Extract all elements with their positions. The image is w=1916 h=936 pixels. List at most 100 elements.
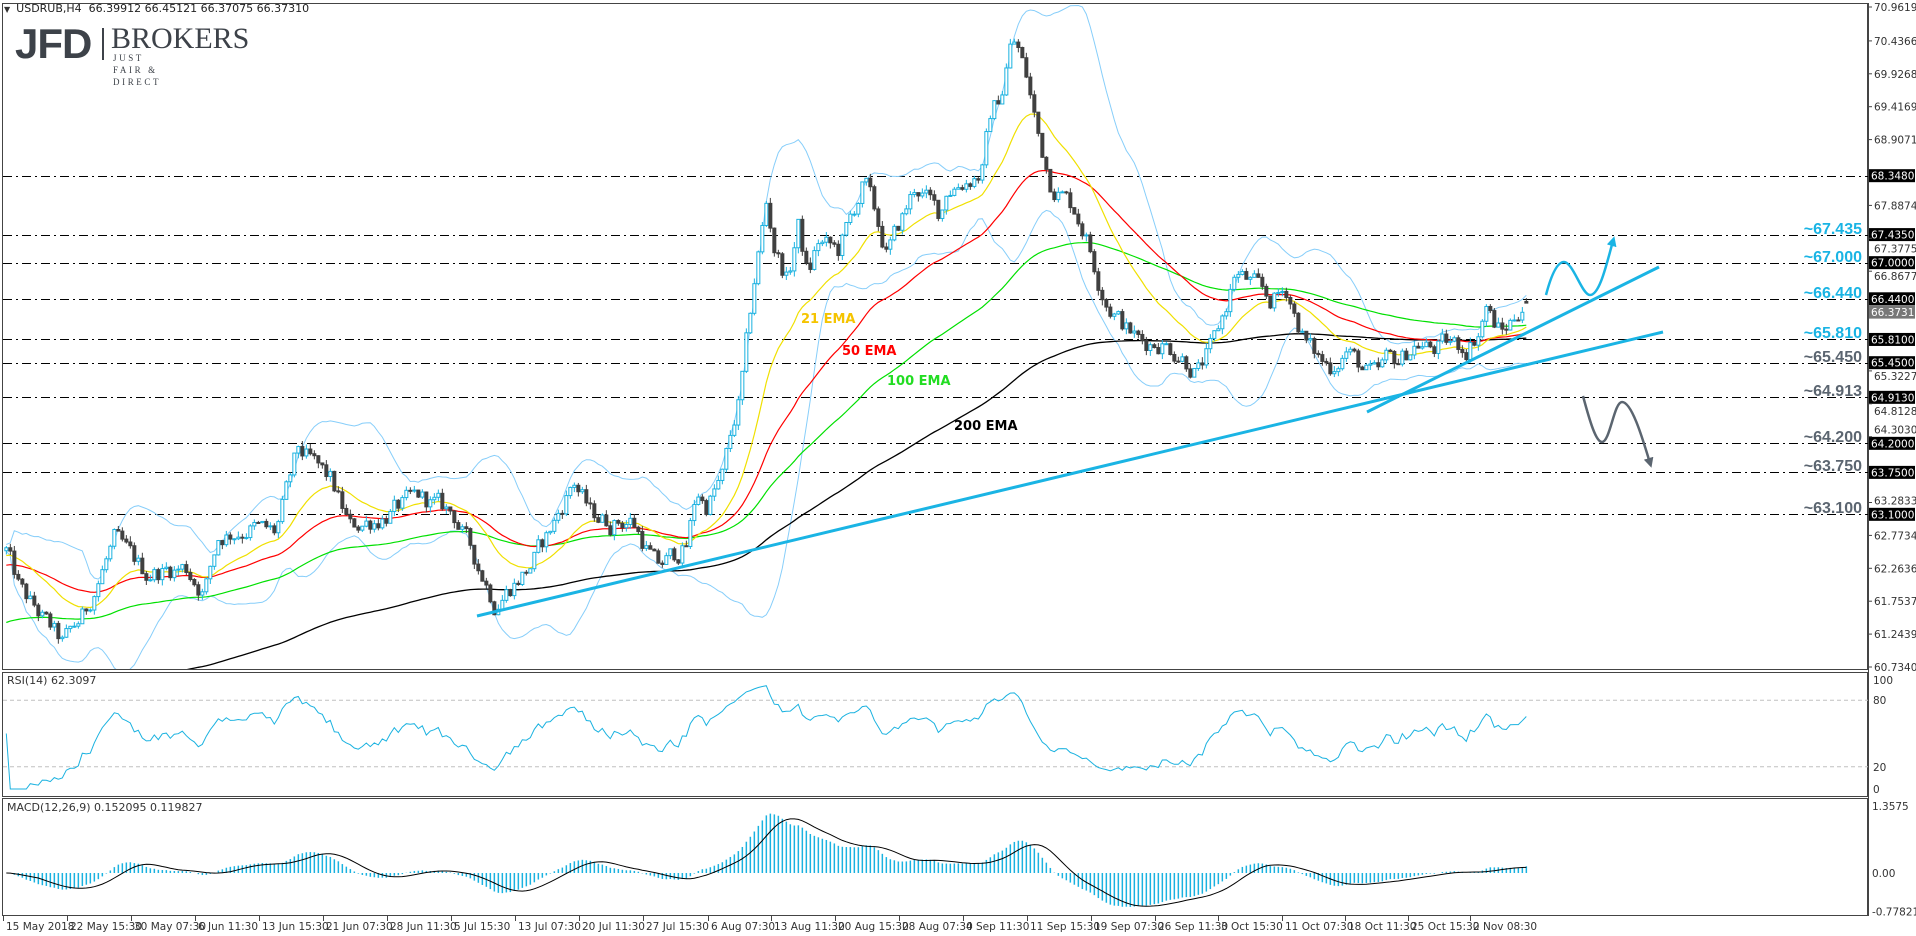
candle	[208, 565, 213, 584]
candle-body	[1076, 213, 1081, 225]
candle-body	[104, 558, 109, 571]
dropdown-triangle-icon[interactable]: ▼	[4, 5, 11, 14]
candle-body	[756, 251, 761, 285]
candle-body	[840, 234, 845, 257]
macd-tick-label: 1.3575	[1872, 801, 1909, 813]
candle-body	[1520, 311, 1525, 321]
candle-body	[596, 517, 601, 523]
candle-body	[8, 547, 13, 552]
candle	[436, 489, 441, 502]
candle-body	[1172, 354, 1177, 362]
candle-body	[1256, 273, 1261, 278]
candle	[104, 556, 109, 573]
candle	[580, 486, 585, 494]
price-tick-label: 69.41695	[1874, 102, 1916, 114]
candle-body	[800, 218, 805, 252]
candle	[660, 560, 665, 568]
level-label: ~65.450	[1804, 349, 1862, 366]
candle	[892, 224, 897, 242]
candle-body	[604, 514, 609, 527]
trendline-long[interactable]	[476, 330, 1664, 618]
candle	[72, 622, 77, 628]
candle	[1520, 307, 1525, 324]
candle	[772, 227, 777, 257]
candle	[1180, 353, 1185, 363]
candle-body	[124, 538, 129, 543]
candle	[1116, 310, 1121, 315]
candle	[512, 578, 517, 600]
candle-body	[536, 539, 541, 553]
candle	[840, 233, 845, 261]
candle	[400, 495, 405, 511]
trendline-short[interactable]	[1366, 265, 1660, 414]
candle-body	[288, 474, 293, 483]
candle	[740, 370, 745, 405]
candle-body	[172, 569, 177, 579]
candle-body	[1308, 338, 1313, 341]
candle-body	[852, 213, 857, 216]
candle-body	[1124, 322, 1129, 330]
candle-body	[652, 548, 657, 552]
candle	[88, 608, 93, 613]
candle	[48, 611, 53, 630]
candle	[1072, 207, 1077, 215]
level-price-tag-text: 64.91300	[1871, 392, 1916, 404]
candle-body	[1296, 312, 1301, 333]
candle	[508, 588, 513, 597]
level-price-tag-text: 66.44000	[1871, 294, 1916, 306]
candle-body	[248, 525, 253, 539]
candle-body	[1416, 345, 1421, 349]
candle-body	[1264, 285, 1269, 297]
candle	[1228, 283, 1233, 317]
ema-100-label: 100 EMA	[887, 374, 951, 389]
level-price-tag	[1869, 356, 1915, 370]
candle	[416, 489, 421, 499]
candle	[928, 187, 933, 200]
current-price-tag	[1869, 305, 1915, 319]
time-tick-label: 13 Jul 07:30	[518, 921, 581, 933]
candle	[1360, 365, 1365, 371]
candle	[1496, 317, 1501, 328]
price-tick-label: 66.86770	[1874, 271, 1916, 283]
candle	[380, 515, 385, 530]
bollinger-upper	[6, 4, 1527, 580]
candle-body	[1444, 333, 1449, 343]
candle	[1272, 292, 1277, 312]
candle	[536, 535, 541, 554]
candle	[272, 523, 277, 536]
bearish-scenario-arrow[interactable]	[1581, 395, 1654, 468]
candle-body	[252, 521, 257, 527]
candle-body	[1480, 320, 1485, 338]
candle-body	[880, 225, 885, 248]
candle-body	[1452, 337, 1457, 342]
candle-body	[1384, 349, 1389, 361]
candle	[1024, 52, 1029, 79]
level-price-tag	[1869, 169, 1915, 183]
candle-body	[1192, 367, 1197, 378]
candle	[392, 495, 397, 517]
rsi-tick-label: 80	[1873, 695, 1886, 707]
candle-body	[20, 578, 25, 585]
level-label: ~64.200	[1804, 429, 1862, 446]
candle-body	[1336, 368, 1341, 373]
candle-body	[572, 484, 577, 488]
candle	[16, 570, 21, 582]
candle-body	[1396, 363, 1401, 366]
bullish-scenario-arrow[interactable]	[1544, 236, 1617, 297]
candle-body	[300, 446, 305, 457]
candle	[1352, 347, 1357, 353]
candle-body	[828, 236, 833, 244]
candle	[836, 240, 841, 261]
candle-body	[28, 595, 33, 600]
candle	[1276, 288, 1281, 297]
candle-body	[836, 243, 841, 257]
candle-body	[312, 453, 317, 457]
candle	[1392, 350, 1397, 369]
candle-body	[732, 424, 737, 436]
candle	[160, 563, 165, 586]
ema-200-label: 200 EMA	[954, 419, 1018, 434]
time-tick-label: 20 Aug 15:30	[838, 921, 909, 933]
candle-body	[924, 189, 929, 194]
main-panel	[2, 3, 1868, 670]
candle	[1140, 330, 1145, 345]
